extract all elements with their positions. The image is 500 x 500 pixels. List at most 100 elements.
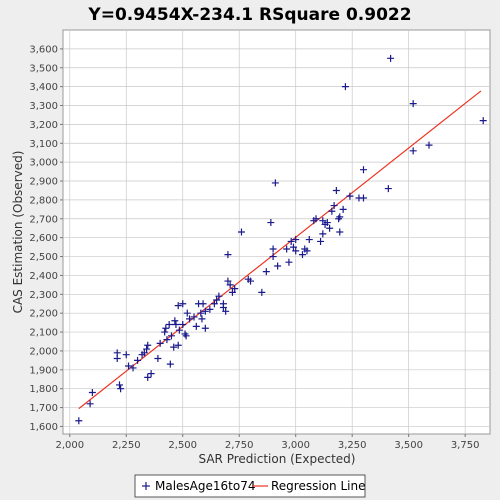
axis-ticks: 1,600 1,700 1,800 1,900 2,000 2,100 2,200 2,300… [29, 44, 479, 451]
data-point [336, 213, 344, 221]
data-point [134, 356, 142, 364]
y-tick-label: 1,900 [29, 365, 58, 376]
x-tick-label: 3,500 [394, 440, 423, 451]
data-point [267, 219, 275, 227]
data-point [154, 354, 162, 362]
y-tick-label: 1,600 [29, 422, 58, 433]
data-point [274, 262, 282, 270]
x-tick-label: 2,250 [112, 440, 141, 451]
legend-box [134, 474, 366, 498]
data-point [258, 288, 266, 296]
data-point [174, 302, 182, 310]
data-point [336, 228, 344, 236]
data-point [201, 324, 209, 332]
data-point [206, 305, 214, 313]
data-point [226, 281, 234, 289]
data-point [359, 194, 367, 202]
data-point [231, 285, 239, 293]
data-point [283, 245, 291, 253]
data-point [175, 326, 183, 334]
legend-label-line: Regression Line [271, 479, 365, 493]
data-point [171, 317, 179, 325]
y-tick-label: 2,500 [29, 252, 58, 263]
data-point [199, 300, 207, 308]
data-point [174, 341, 182, 349]
data-point [197, 309, 205, 317]
y-tick-label: 1,800 [29, 384, 58, 395]
data-point [129, 364, 137, 372]
data-point [75, 417, 83, 425]
data-point [224, 251, 232, 259]
regression-line-layer [78, 90, 482, 410]
data-point [409, 100, 417, 108]
data-point [115, 381, 123, 389]
data-point [292, 247, 300, 255]
y-tick-label: 2,600 [29, 233, 58, 244]
legend-marker-icon [142, 482, 150, 490]
data-point [182, 332, 190, 340]
x-tick-label: 2,750 [225, 440, 254, 451]
data-point [330, 202, 338, 210]
data-points [75, 54, 487, 425]
data-point [161, 328, 169, 336]
data-point [289, 243, 297, 251]
data-point [170, 343, 178, 351]
data-point [312, 215, 320, 223]
data-point [147, 370, 155, 378]
y-tick-label: 2,200 [29, 309, 58, 320]
data-point [319, 217, 327, 225]
data-point [285, 258, 293, 266]
data-point [162, 324, 170, 332]
data-point [409, 147, 417, 155]
chart-title: Y=0.9454X-234.1 RSquare 0.9022 [87, 5, 411, 25]
data-point [166, 360, 174, 368]
data-point [479, 117, 487, 125]
data-point [328, 207, 336, 215]
data-point [387, 54, 395, 62]
y-axis-title: CAS Estimation (Observed) [11, 151, 25, 314]
data-point [201, 307, 209, 315]
data-point [86, 400, 94, 408]
data-point [179, 300, 187, 308]
data-point [186, 315, 194, 323]
data-point [117, 385, 125, 393]
regression-line [78, 90, 482, 410]
y-tick-label: 1,700 [29, 403, 58, 414]
y-tick-label: 2,300 [29, 290, 58, 301]
data-point [190, 313, 198, 321]
data-point [163, 336, 171, 344]
data-point [384, 185, 392, 193]
data-point [319, 230, 327, 238]
data-point [183, 309, 191, 317]
data-point [359, 166, 367, 174]
data-point [165, 321, 173, 329]
data-point [140, 349, 148, 357]
x-tick-label: 2,000 [55, 440, 84, 451]
y-tick-label: 3,400 [29, 82, 58, 93]
data-point [198, 315, 206, 323]
legend: MalesAge16to74 Regression Line [134, 474, 366, 498]
data-point [222, 307, 230, 315]
data-point [224, 277, 232, 285]
data-point [144, 373, 152, 381]
data-point [332, 186, 340, 194]
y-tick-label: 3,500 [29, 63, 58, 74]
y-tick-label: 2,900 [29, 177, 58, 188]
y-tick-label: 3,600 [29, 44, 58, 55]
data-point [341, 83, 349, 91]
data-point [122, 351, 130, 359]
y-tick-label: 3,200 [29, 120, 58, 131]
legend-label-series: MalesAge16to74 [155, 479, 255, 493]
data-point [269, 245, 277, 253]
plot-area [62, 29, 491, 435]
data-point [269, 253, 277, 261]
data-point [125, 362, 133, 370]
data-point [156, 339, 164, 347]
y-tick-label: 2,700 [29, 214, 58, 225]
data-point [271, 179, 279, 187]
data-point [247, 277, 255, 285]
data-point [192, 322, 200, 330]
x-tick-label: 3,750 [451, 440, 480, 451]
data-point [287, 237, 295, 245]
